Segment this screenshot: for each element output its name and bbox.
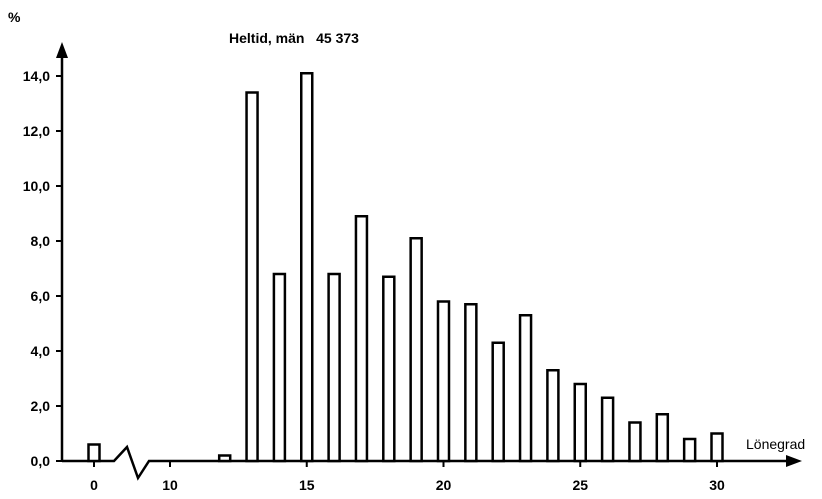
x-tick-label: 20 (436, 477, 452, 493)
chart-title: Heltid, män 45 373 (229, 30, 359, 46)
bar-12 (217, 454, 232, 463)
labels: % Heltid, män 45 373 Lönegrad (8, 9, 805, 452)
y-tick-label: 4,0 (31, 343, 51, 359)
y-axis-arrow (56, 42, 68, 58)
bar-22 (491, 341, 505, 463)
bar-27 (628, 421, 642, 463)
bar-14 (272, 272, 287, 463)
x-tick-label: 30 (709, 477, 725, 493)
bar-25 (573, 382, 587, 463)
bar-26 (600, 396, 615, 463)
x-axis-arrow (786, 455, 802, 467)
bar-20 (436, 300, 451, 463)
x-tick-label: 25 (572, 477, 588, 493)
y-tick-label: 8,0 (31, 233, 51, 249)
bar-23 (518, 314, 533, 463)
bar-28 (655, 413, 670, 463)
bar-18 (382, 275, 396, 463)
bar-29 (682, 437, 697, 463)
y-tick-label: 14,0 (23, 68, 50, 84)
y-tick-label: 6,0 (31, 288, 51, 304)
bars (87, 72, 724, 463)
bar-30 (710, 432, 724, 463)
bar-15 (300, 72, 314, 463)
y-tick-label: 2,0 (31, 398, 51, 414)
y-tick-label: 12,0 (23, 123, 50, 139)
x-tick-label: 10 (162, 477, 178, 493)
x-axis-line (62, 444, 792, 481)
y-tick-label: 10,0 (23, 178, 50, 194)
x-tick-label: 15 (299, 477, 315, 493)
x-tick-label: 0 (90, 477, 98, 493)
bar-16 (327, 272, 341, 463)
bar-13 (245, 91, 259, 463)
y-axis-unit-label: % (8, 9, 21, 25)
axes: 0,0 2,0 4,0 6,0 8,0 10,0 12,0 14,0 0 10 15 20 25 30 (23, 42, 802, 493)
x-axis-label: Lönegrad (746, 436, 805, 452)
bar-0 (87, 443, 101, 463)
bar-24 (546, 369, 560, 463)
y-tick-label: 0,0 (31, 453, 51, 469)
bar-19 (409, 237, 423, 463)
bar-21 (464, 303, 478, 463)
bar-17 (354, 215, 369, 463)
